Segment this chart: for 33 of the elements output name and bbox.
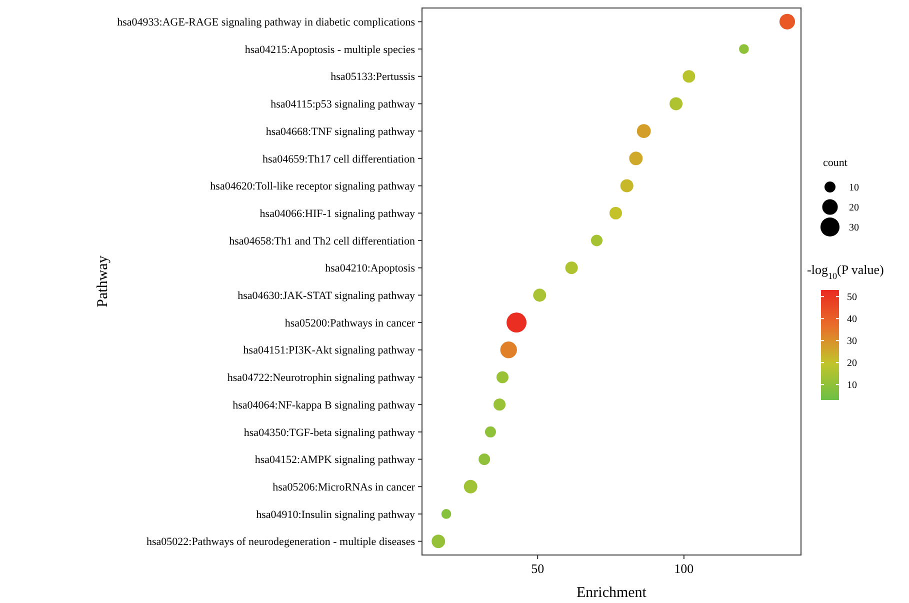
y-tick-label: hsa04659:Th17 cell differentiation (262, 153, 416, 166)
color-bar-label: 50 (847, 292, 857, 304)
y-tick-label: hsa05206:MicroRNAs in cancer (272, 481, 416, 494)
x-axis-title: Enrichment (576, 585, 648, 601)
color-bar-label: 40 (847, 314, 857, 326)
y-tick-label: hsa05133:Pertussis (330, 71, 415, 84)
y-tick-label: hsa04630:JAK-STAT signaling pathway (238, 290, 416, 302)
y-tick-label: hsa04115:p53 signaling pathway (270, 98, 416, 111)
y-tick-label: hsa04910:Insulin signaling pathway (256, 508, 416, 521)
y-tick-label: hsa04151:PI3K-Akt signaling pathway (243, 344, 416, 357)
y-tick-label: hsa04668:TNF signaling pathway (266, 126, 416, 138)
y-tick-label: hsa04350:TGF-beta signaling pathway (244, 426, 416, 439)
y-tick-label: hsa04064:NF-kappa B signaling pathway (232, 399, 416, 412)
legend-label: 20 (849, 202, 859, 214)
y-tick-label: hsa05022:Pathways of neurodegeneration - multiple diseases (146, 536, 415, 548)
color-bar-label: 10 (847, 380, 857, 392)
legend-label: 30 (849, 222, 859, 234)
color-bar-title: -log$_{10}$(P value) (807, 262, 884, 281)
y-tick-label: hsa04658:Th1 and Th2 cell differentiation (229, 235, 416, 248)
legend-title: count (823, 157, 848, 169)
legend-label: 10 (849, 182, 859, 194)
y-tick-label: hsa04152:AMPK signaling pathway (254, 454, 416, 466)
y-tick-label: hsa04933:AGE-RAGE signaling pathway in diabetic complications (117, 16, 415, 29)
y-tick-label: hsa04620:Toll-like receptor signaling pathway (210, 180, 416, 193)
x-tick-label: 100 (674, 561, 694, 576)
y-tick-label: hsa04215:Apoptosis - multiple species (244, 44, 415, 56)
y-tick-label: hsa04066:HIF-1 signaling pathway (260, 208, 416, 220)
y-axis-title: Pathway (95, 255, 112, 308)
color-bar-label: 20 (847, 358, 857, 370)
y-tick-label: hsa04210:Apoptosis (325, 262, 415, 275)
color-bar-label: 30 (847, 336, 857, 348)
y-tick-label: hsa04722:Neurotrophin signaling pathway (227, 372, 416, 384)
y-tick-label: hsa05200:Pathways in cancer (284, 317, 416, 330)
